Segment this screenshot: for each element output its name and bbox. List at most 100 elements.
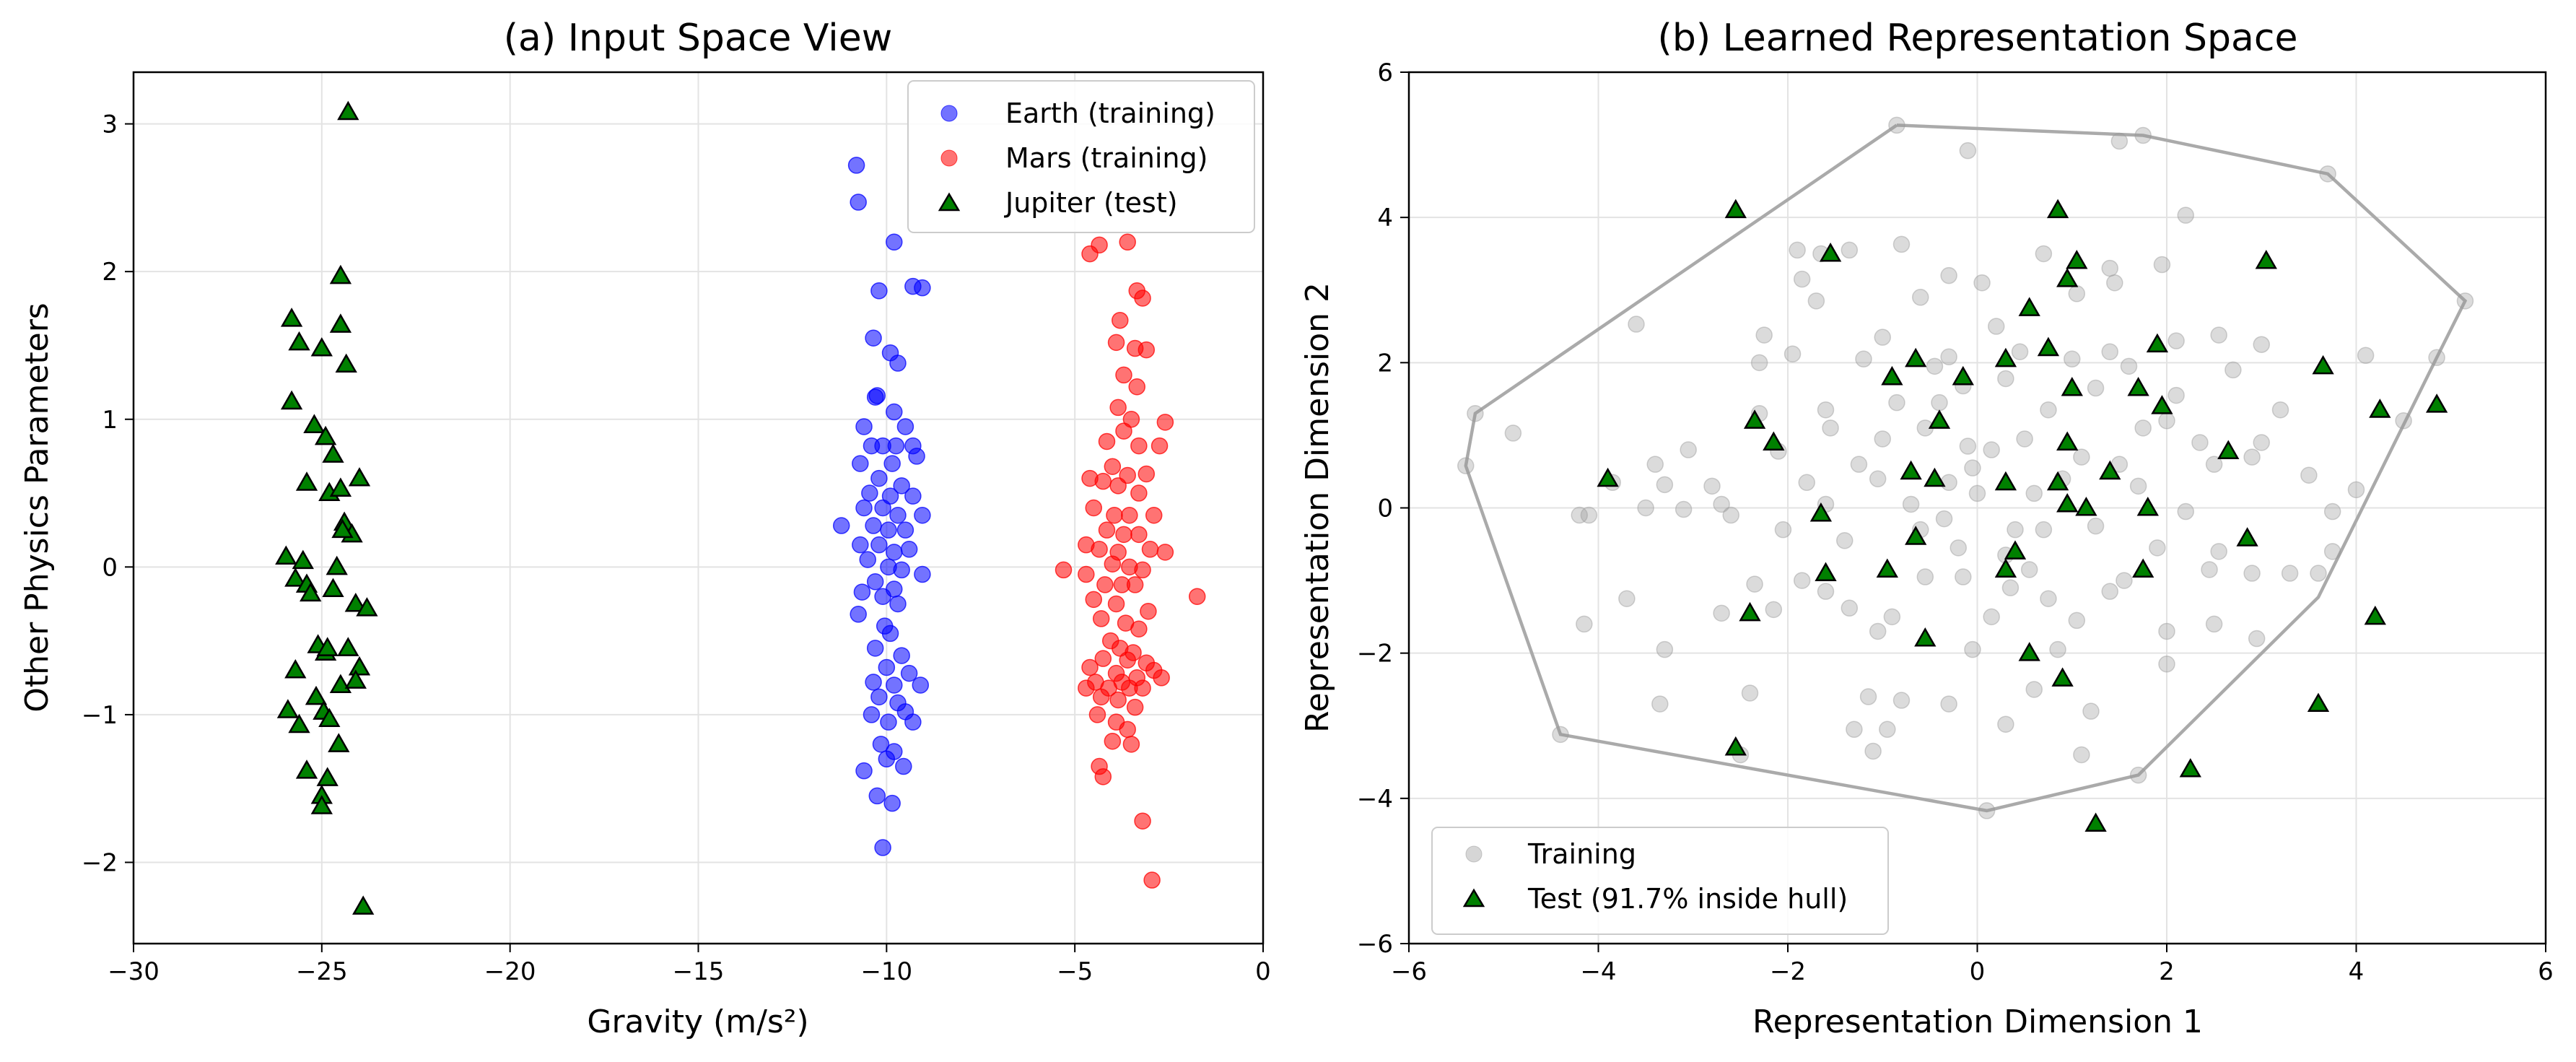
data-point <box>1793 572 1811 589</box>
data-point <box>2236 527 2258 547</box>
data-point <box>1115 366 1132 384</box>
data-point <box>2253 336 2270 353</box>
data-point <box>1869 622 1887 640</box>
data-point <box>1085 499 1102 517</box>
y-tick-label: 2 <box>1377 349 1393 378</box>
data-point <box>1815 562 1837 582</box>
data-point <box>2205 615 2223 633</box>
data-point <box>886 403 903 421</box>
data-point <box>1128 378 1145 396</box>
data-point <box>1126 576 1144 593</box>
data-point <box>2056 268 2079 287</box>
x-tick-label: −20 <box>484 957 536 986</box>
y-tick-label: −1 <box>82 701 118 730</box>
data-point <box>1109 477 1127 495</box>
data-point <box>2369 399 2391 418</box>
data-point <box>1078 565 1095 583</box>
data-point <box>1926 357 1944 375</box>
data-point <box>896 418 914 435</box>
data-point <box>852 536 869 554</box>
data-point <box>855 762 873 780</box>
data-point <box>1973 274 1991 292</box>
data-point <box>1940 474 1957 492</box>
data-point <box>870 469 888 487</box>
legend-marker-training <box>1465 845 1483 863</box>
data-point <box>2191 434 2209 451</box>
data-point <box>855 499 873 517</box>
data-point <box>2312 354 2334 375</box>
data-point <box>1755 326 1773 344</box>
y-tick-label: 0 <box>1377 495 1393 523</box>
data-point <box>2224 361 2242 379</box>
data-point <box>280 390 303 410</box>
data-point <box>2151 395 2173 414</box>
data-point <box>1809 502 1833 522</box>
data-point <box>337 637 359 656</box>
data-point <box>2210 543 2227 560</box>
data-point <box>2025 484 2043 502</box>
data-point <box>1143 871 1161 889</box>
grid-b <box>1408 71 2546 944</box>
data-point <box>275 545 297 565</box>
data-point <box>914 506 931 524</box>
data-point <box>883 455 901 472</box>
data-point <box>303 414 326 433</box>
data-point <box>2300 466 2318 484</box>
data-point <box>2253 434 2270 451</box>
data-point <box>878 750 896 768</box>
data-point <box>2177 206 2194 224</box>
legend-b: Training Test (91.7% inside hull) <box>1431 827 1889 935</box>
data-point <box>863 706 881 723</box>
data-point <box>2425 393 2448 413</box>
data-point <box>880 521 897 539</box>
data-point <box>2319 165 2336 183</box>
data-point <box>2179 758 2201 778</box>
x-tick-label: 0 <box>1970 957 1986 986</box>
data-point <box>356 597 378 617</box>
data-point <box>855 418 873 435</box>
data-point <box>1841 241 1859 259</box>
data-point <box>2018 297 2040 316</box>
data-point <box>1467 404 1484 422</box>
data-point <box>2116 572 2133 589</box>
y-tick-label: −2 <box>82 848 118 877</box>
data-point <box>1134 290 1151 307</box>
data-point <box>1646 456 1664 473</box>
data-point <box>1618 590 1636 607</box>
x-tick-label: 2 <box>2159 957 2175 986</box>
data-point <box>2075 496 2097 516</box>
data-point <box>348 467 371 487</box>
data-point <box>1091 236 1108 254</box>
data-point <box>1879 721 1896 739</box>
data-point <box>1151 437 1169 455</box>
data-point <box>1106 506 1123 524</box>
data-point <box>2456 292 2474 310</box>
data-point <box>1081 658 1099 676</box>
data-point <box>2248 630 2266 648</box>
data-point <box>2061 376 2083 396</box>
data-point <box>2323 543 2341 560</box>
data-point <box>865 517 882 534</box>
legend-box-a <box>907 80 1255 233</box>
data-point <box>316 637 339 656</box>
legend-marker-mars <box>940 149 958 167</box>
data-point <box>1859 688 1877 705</box>
data-point <box>1656 476 1674 494</box>
data-point <box>1783 345 1802 363</box>
data-point <box>2158 656 2175 673</box>
data-point <box>859 551 876 568</box>
data-point <box>1094 768 1112 785</box>
data-point <box>1122 736 1140 753</box>
data-point <box>1798 474 1815 492</box>
data-point <box>2004 540 2027 560</box>
data-point <box>295 471 318 491</box>
data-point <box>1978 802 1996 819</box>
data-point <box>1094 472 1112 490</box>
data-point <box>1680 441 1697 458</box>
data-point <box>1134 561 1151 579</box>
data-point <box>335 353 357 373</box>
data-point <box>2064 350 2081 368</box>
data-point <box>2255 249 2277 269</box>
